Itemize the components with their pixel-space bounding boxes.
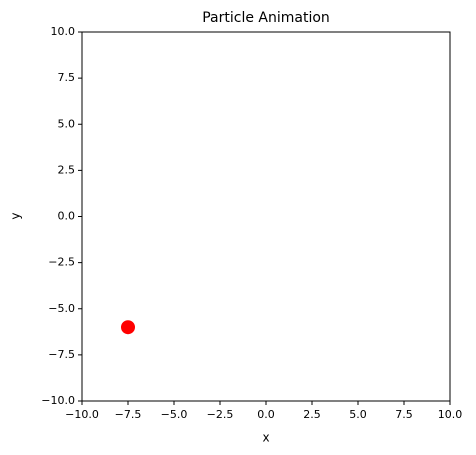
x-tick-label: −5.0 [161, 408, 188, 421]
y-tick-label: −2.5 [48, 256, 75, 269]
y-tick-label: 7.5 [58, 71, 76, 84]
particle [121, 320, 135, 335]
x-tick-label: −2.5 [207, 408, 234, 421]
plot-frame [81, 31, 451, 402]
x-tick-label: −7.5 [115, 408, 142, 421]
x-tick-label: 7.5 [395, 408, 413, 421]
x-tick-label: 5.0 [349, 408, 367, 421]
y-tick-label: 5.0 [58, 117, 76, 130]
x-tick-label: 10.0 [438, 408, 463, 421]
y-tick-label: −7.5 [48, 348, 75, 361]
x-tick-label: −10.0 [65, 408, 99, 421]
y-tick-label: 2.5 [58, 163, 76, 176]
chart-title: Particle Animation [202, 10, 330, 26]
y-axis-label: y [9, 212, 23, 219]
x-tick-label: 2.5 [303, 408, 321, 421]
y-tick-label: −5.0 [48, 302, 75, 315]
y-tick-label: −10.0 [41, 394, 75, 407]
x-axis-label: x [262, 431, 269, 445]
y-tick-label: 10.0 [51, 25, 76, 38]
x-tick-label: 0.0 [257, 408, 275, 421]
y-tick-label: 0.0 [58, 210, 76, 223]
